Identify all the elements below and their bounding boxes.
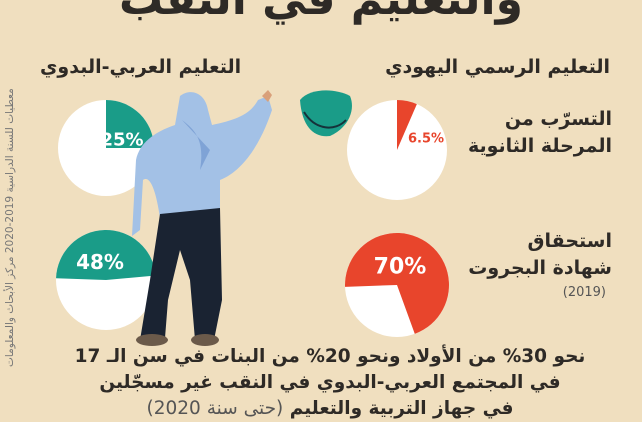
column-header-jewish-state: التعليم الرسمي اليهودي <box>385 56 610 78</box>
backpack-illustration <box>300 90 352 137</box>
row-label-line: استحقاق <box>527 230 612 252</box>
bottom-text-line: نحو 30% من الأولاد ونحو 20% من البنات في… <box>74 346 586 367</box>
row-label-line: المرحلة الثانوية <box>467 135 612 157</box>
page-title: والتعليم في النقب <box>0 0 642 25</box>
pie-value-label: 48% <box>76 250 124 274</box>
row-label-dropout: التسرّب من المرحلة الثانوية <box>468 106 612 160</box>
bottom-text-line: في المجتمع العربي-البدوي في النقب غير مس… <box>99 372 561 393</box>
row-label-bagrut: استحقاق شهادة البجروت <box>468 228 612 282</box>
pie-slice <box>106 100 154 148</box>
bagrut-year-note: (2019) <box>562 285 606 300</box>
pie-value-label: 70% <box>374 255 427 280</box>
row-label-line: شهادة البجروت <box>468 257 612 279</box>
pie-slice <box>56 230 156 280</box>
pie-slice <box>345 232 449 334</box>
student-illustration <box>132 90 272 346</box>
row-label-line: التسرّب من <box>504 108 612 130</box>
bottom-text-paren: (حتى سنة 2020) <box>146 398 284 419</box>
pie-value-label: 25% <box>100 129 143 150</box>
bottom-text-line: في جهاز التربية والتعليم (حتى سنة 2020) <box>40 396 620 422</box>
pie-slice <box>397 100 417 150</box>
column-header-arab-bedouin: التعليم العربي-البدوي <box>40 56 242 78</box>
bottom-text-line3: في جهاز التربية والتعليم <box>289 398 514 419</box>
pie-charts: 25% 48% 6.5% 70% <box>56 90 449 346</box>
pie-value-label: 6.5% <box>408 132 444 147</box>
bottom-text: نحو 30% من الأولاد ونحو 20% من البنات في… <box>40 344 620 422</box>
